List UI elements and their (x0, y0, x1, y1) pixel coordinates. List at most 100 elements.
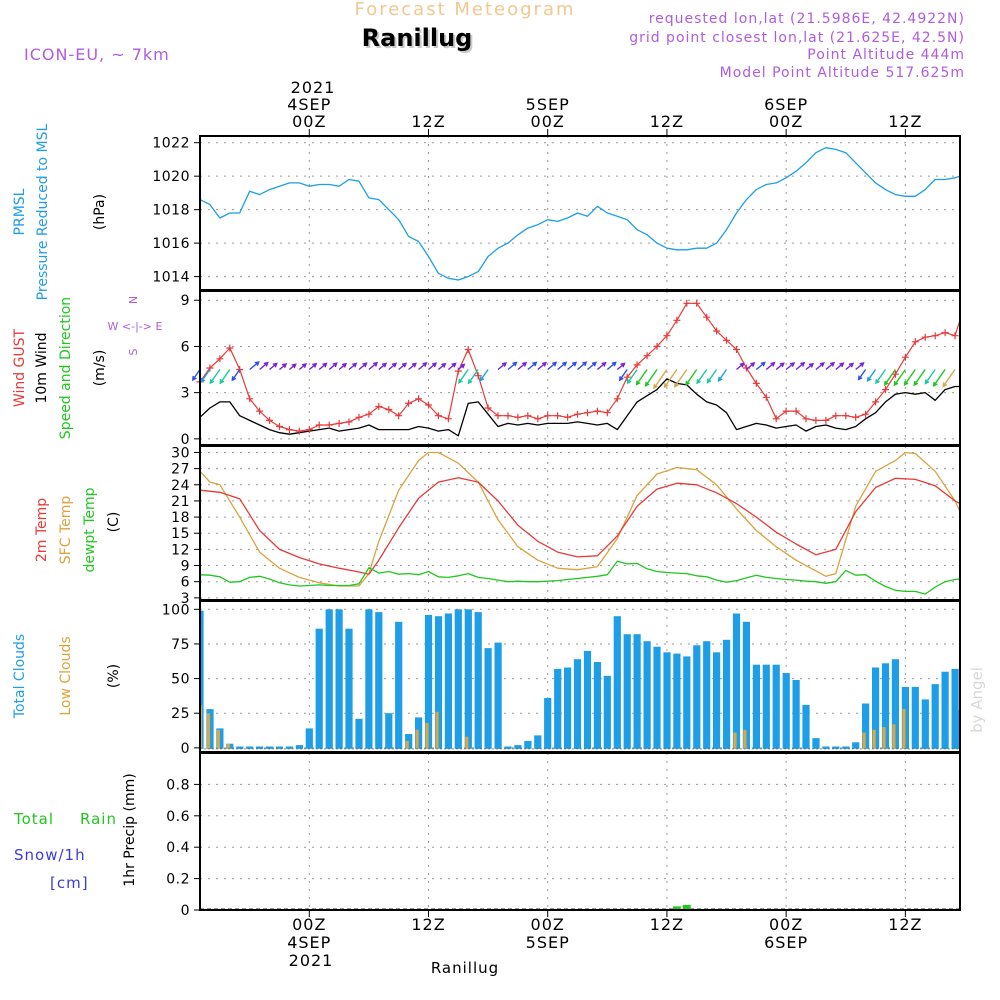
total-cloud-bar (504, 746, 512, 749)
wind-direction-arrow (706, 369, 718, 384)
wind-direction-arrow (795, 361, 806, 371)
total-cloud-bar (534, 735, 542, 749)
gust-marker (325, 421, 333, 429)
bottom-hour-label: 00Z (769, 915, 803, 934)
wind-direction-arrow (219, 369, 231, 385)
wind-direction-arrow (606, 361, 617, 371)
sfc-temp-label: SFC Temp (58, 496, 74, 565)
y-tick-label: 1018 (152, 203, 190, 219)
dewpoint-label: dewpt Temp (82, 487, 98, 572)
gust-marker (921, 333, 929, 341)
footer-station-label: Ranillug (431, 959, 499, 977)
total-cloud-bar (494, 642, 502, 749)
pressure-panel-labels: PRMSL Pressure Reduced to MSL (hPa) (12, 123, 108, 300)
wind-direction-arrow (587, 361, 598, 371)
gust-marker (285, 426, 293, 434)
wind-direction-arrow (815, 362, 825, 371)
total-cloud-bar (564, 667, 572, 749)
model-altitude: Model Point Altitude 517.625m (720, 65, 965, 81)
y-tick-label: 24 (171, 478, 190, 494)
wind-direction-arrow (358, 362, 368, 371)
gust-marker (623, 373, 631, 381)
total-cloud-bar (295, 745, 303, 749)
wind-panel-labels: Wind GUST 10m Wind Speed and Direction (… (12, 296, 162, 439)
total-cloud-bar (752, 664, 760, 749)
y-tick-label: 3 (181, 386, 190, 402)
gust-marker (355, 413, 363, 421)
y-tick-label: 12 (171, 542, 190, 558)
gust-marker (862, 410, 870, 418)
wind-direction-arrow (845, 362, 855, 371)
total-cloud-bar (911, 686, 919, 749)
total-cloud-bar (643, 641, 651, 749)
gust-marker (613, 395, 621, 403)
compass-north: N (127, 296, 140, 304)
gust-label: Wind GUST (12, 328, 28, 407)
wind-direction-arrow (547, 361, 558, 371)
bottom-year-label: 2021 (289, 951, 334, 970)
gust-marker (345, 418, 353, 426)
gust-marker (941, 329, 949, 337)
gust-marker (872, 398, 880, 406)
total-cloud-bar (852, 742, 860, 749)
total-cloud-bar (931, 684, 939, 749)
gust-marker (703, 313, 711, 321)
wind-direction-arrow (298, 363, 308, 371)
low-cloud-bar (216, 729, 220, 749)
gust-marker (802, 415, 810, 423)
wind-direction-arrow (318, 362, 328, 371)
total-cloud-bar (693, 645, 701, 749)
wind-direction-arrow (191, 369, 201, 382)
total-cloud-bar (951, 668, 959, 749)
low-cloud-bar (435, 711, 439, 749)
total-cloud-bar (524, 740, 532, 749)
total-cloud-bar (583, 650, 592, 749)
gust-marker (246, 395, 254, 403)
total-cloud-bar (713, 652, 721, 749)
top-hour-label: 12Z (650, 112, 684, 131)
gust-marker (395, 412, 403, 420)
gust-marker (693, 299, 701, 307)
wind-direction-arrow (497, 362, 508, 371)
wind-direction-arrow (883, 369, 896, 387)
gust-marker (415, 395, 423, 403)
compass-west-east: W <-|-> E (108, 320, 163, 333)
total-cloud-bar (921, 699, 929, 749)
low-cloud-bar (872, 729, 876, 749)
data-layer (191, 147, 961, 910)
gust-marker (375, 403, 383, 410)
y-tick-label: 1020 (152, 169, 190, 185)
gust-marker (782, 407, 790, 415)
wind-unit-label: (m/s) (92, 350, 108, 387)
total-cloud-bar (683, 656, 691, 749)
gust-marker (226, 344, 234, 352)
total-cloud-bar (464, 609, 472, 749)
gust-marker (772, 415, 780, 423)
prmsl-label: PRMSL (12, 188, 28, 235)
wind-direction-arrow (775, 362, 785, 371)
gust-marker (504, 412, 512, 420)
total-cloud-bar (742, 621, 750, 749)
wind-direction-arrow (557, 361, 568, 371)
y-tick-label: 18 (171, 510, 190, 526)
total-cloud-bar (872, 667, 880, 749)
gust-marker (812, 416, 820, 424)
chart-title-shadow: Ranillug (364, 26, 475, 54)
wind-direction-arrow (696, 369, 708, 385)
low-cloud-bar (882, 727, 886, 749)
total-cloud-bar (514, 745, 522, 749)
requested-coords: requested lon,lat (21.5986E, 42.4922N) (649, 11, 965, 27)
gust-marker (276, 423, 283, 430)
wind-label: 10m Wind (34, 332, 50, 403)
y-tick-label: 6 (181, 575, 190, 591)
gust-marker (653, 342, 661, 350)
snow-unit-label: [cm] (50, 874, 89, 892)
wind-direction-arrow (745, 362, 756, 371)
total-cloud-bar (842, 746, 850, 749)
wind-direction-arrow (567, 361, 578, 371)
total-cloud-bar (544, 698, 552, 749)
wind-direction-arrow (348, 362, 358, 371)
total-cloud-bar (345, 628, 353, 749)
wind-direction-arrow (635, 369, 648, 386)
